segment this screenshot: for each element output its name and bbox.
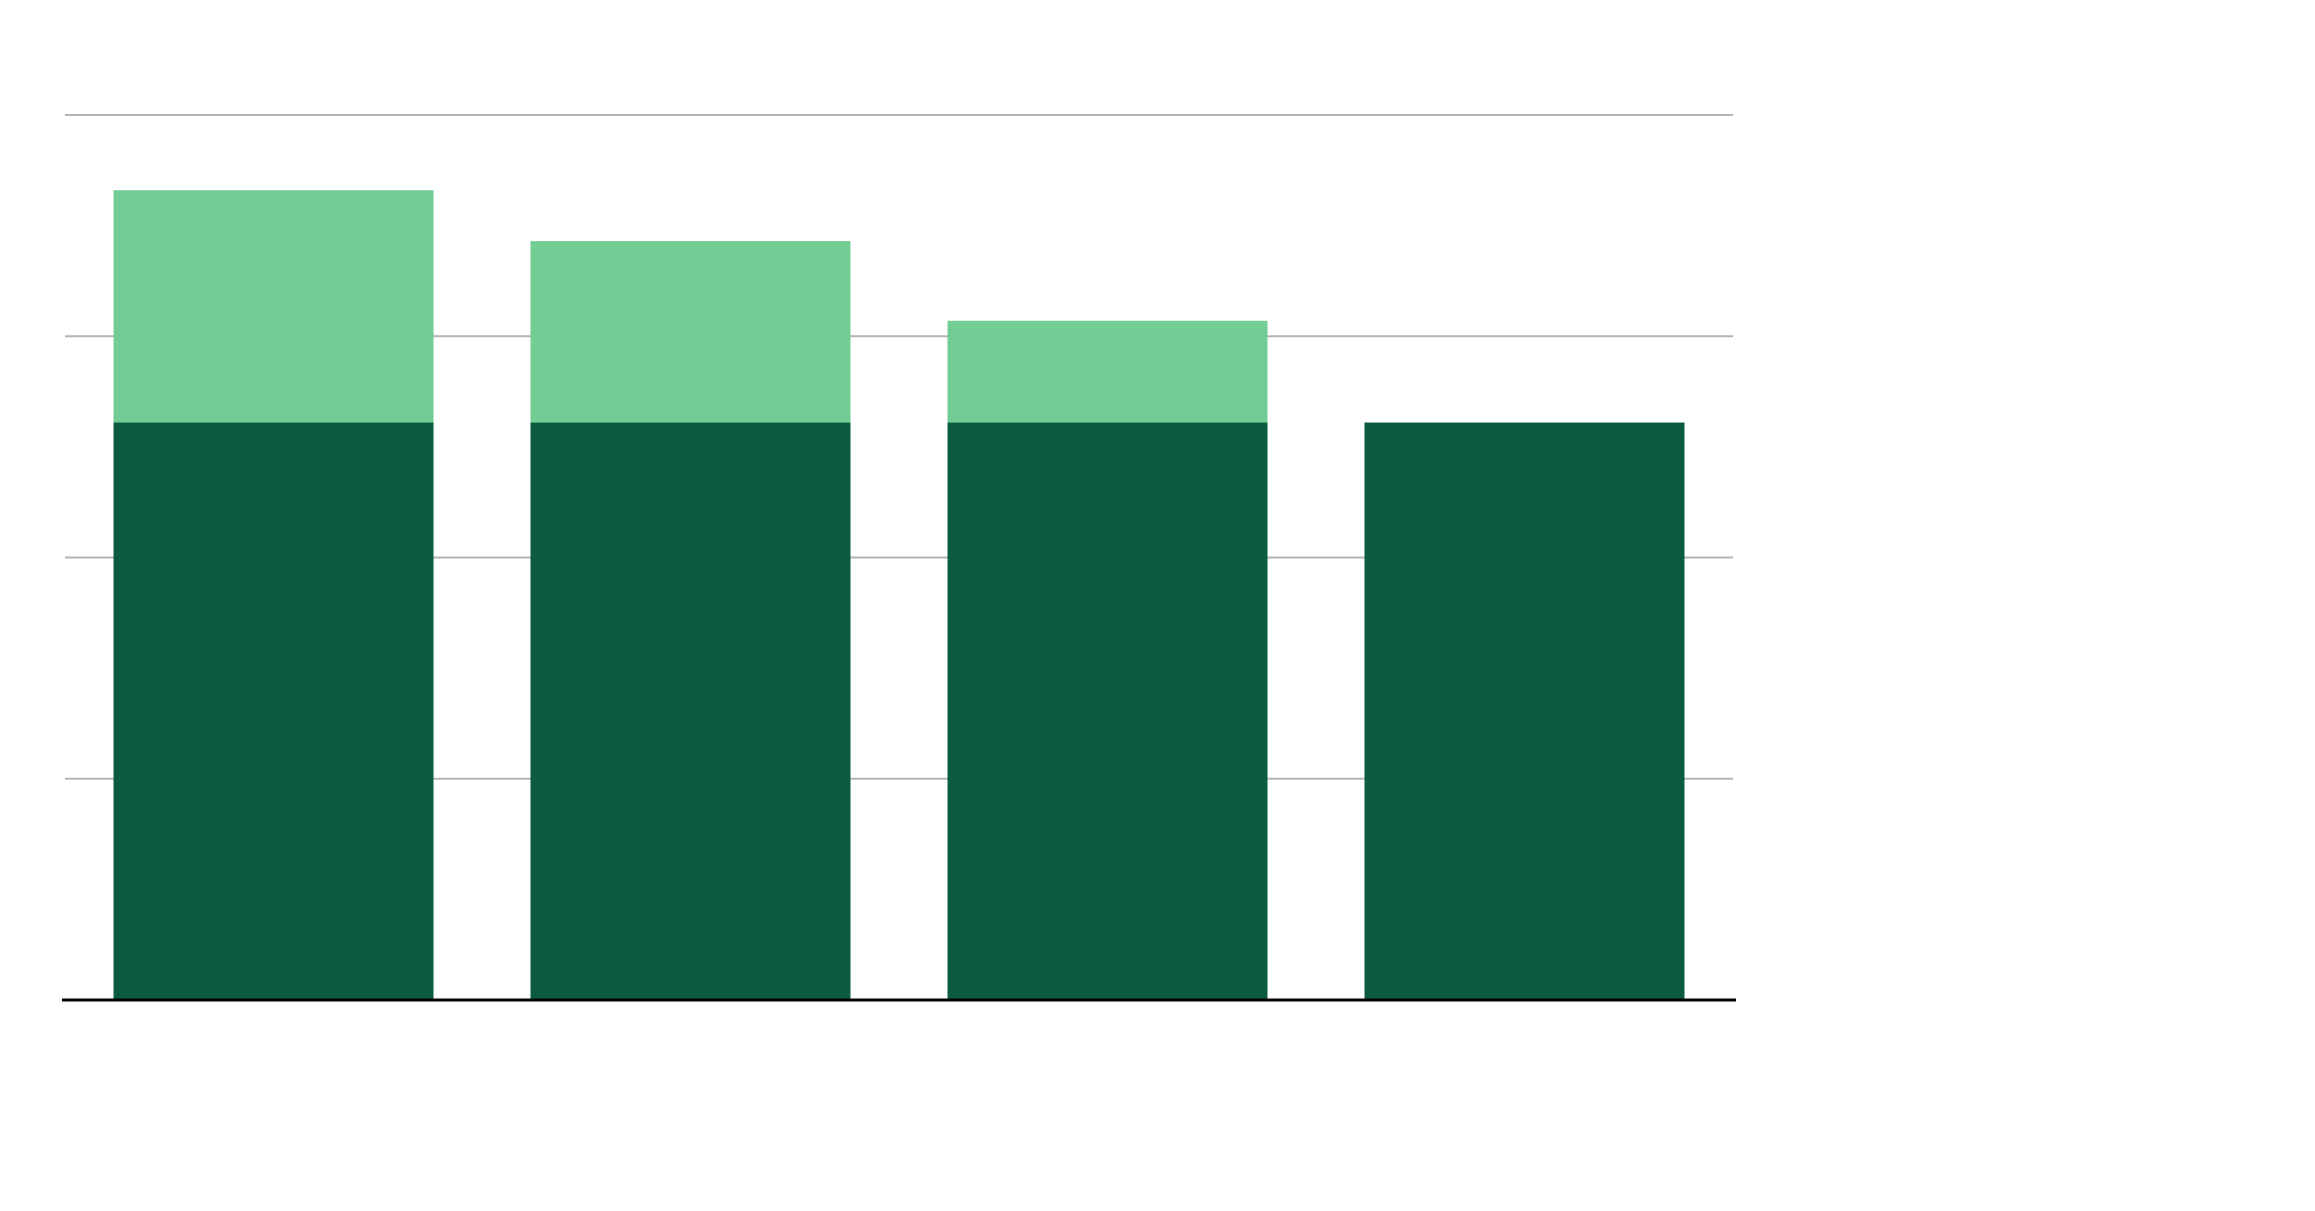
bar-segment	[1364, 422, 1685, 1001]
bar-segment	[113, 422, 434, 1001]
bar-segment	[947, 422, 1268, 1001]
bar-segment	[113, 190, 434, 423]
bar-segment	[530, 241, 851, 423]
bar-segment	[947, 320, 1268, 423]
bar-segment	[530, 422, 851, 1001]
